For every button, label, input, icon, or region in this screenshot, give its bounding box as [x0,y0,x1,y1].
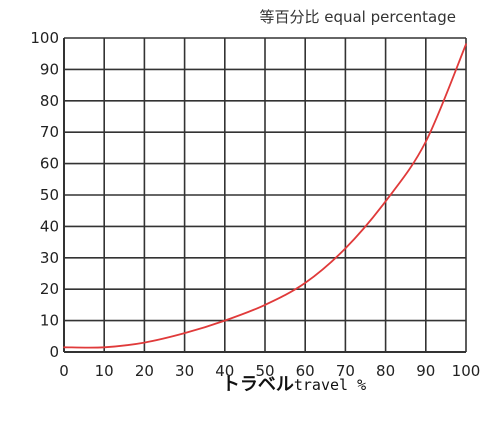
chart-title: 等百分比 equal percentage [259,8,456,26]
x-tick-label: 100 [452,362,481,380]
x-tick-label: 60 [296,362,315,380]
y-tick-label: 80 [40,92,59,110]
x-tick-label: 30 [175,362,194,380]
y-tick-label: 20 [40,280,59,298]
y-tick-label: 70 [40,123,59,141]
x-tick-label: 0 [59,362,69,380]
x-tick-label: 10 [95,362,114,380]
y-tick-label: 60 [40,155,59,173]
y-tick-label: 0 [49,343,59,361]
x-tick-label: 50 [255,362,274,380]
x-tick-label: 90 [416,362,435,380]
y-tick-labels: 0 10 20 30 40 50 60 70 80 90 100 [30,29,59,361]
y-tick-label: 90 [40,60,59,78]
y-tick-label: 10 [40,312,59,330]
y-tick-label: 50 [40,186,59,204]
grid [63,37,467,353]
x-tick-labels: 0 10 20 30 40 50 60 70 80 90 100 [59,362,480,380]
x-tick-label: 80 [376,362,395,380]
series-line [63,43,467,349]
x-tick-label: 20 [135,362,154,380]
series-layer [63,43,467,349]
y-tick-label: 40 [40,217,59,235]
x-axis-label-main: トラベル [222,374,294,395]
y-tick-label: 100 [30,29,59,47]
x-tick-label: 40 [215,362,234,380]
x-axis-label: トラベルtravel % [222,374,366,395]
x-axis-label-unit: travel % [294,376,366,394]
x-tick-label: 70 [336,362,355,380]
y-tick-label: 30 [40,249,59,267]
